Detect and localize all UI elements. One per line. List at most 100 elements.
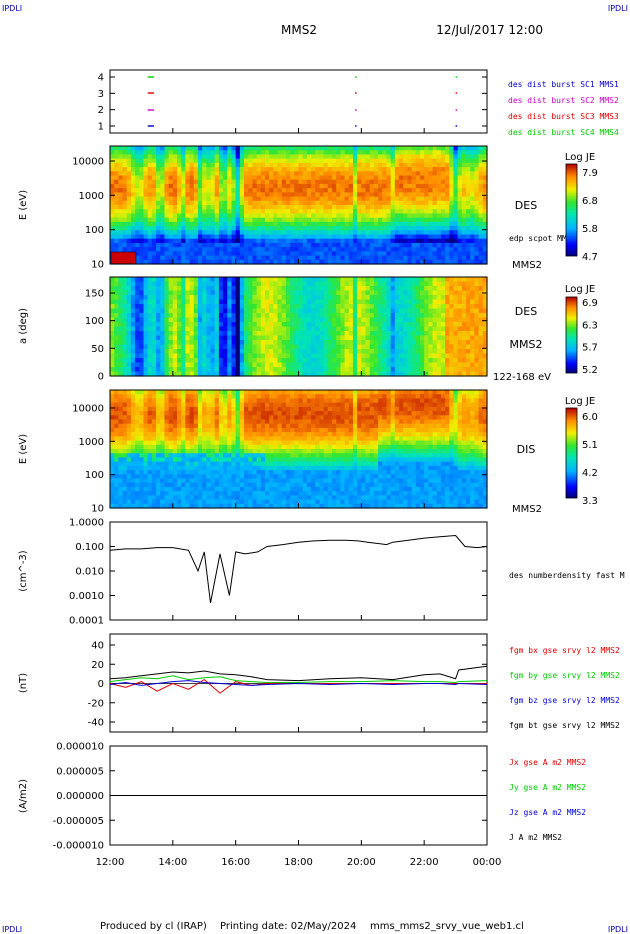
heatmap-cell — [114, 167, 119, 172]
heatmap-cell — [151, 238, 157, 244]
heatmap-cell — [394, 304, 400, 310]
heatmap-cell — [390, 167, 396, 172]
heatmap-cell — [248, 344, 254, 350]
heatmap-cell — [122, 200, 128, 206]
heatmap-cell — [156, 367, 161, 373]
heatmap-cell — [122, 317, 128, 323]
heatmap-cell — [235, 290, 241, 296]
heatmap-cell — [478, 196, 484, 202]
heatmap-cell — [130, 200, 136, 206]
heatmap-cell — [419, 313, 425, 319]
heatmap-cell — [197, 349, 203, 355]
heatmap-cell — [126, 457, 132, 463]
heatmap-cell — [449, 326, 455, 332]
heatmap-cell — [227, 234, 233, 240]
heatmap-cell — [177, 353, 182, 359]
heatmap-cell — [130, 188, 136, 193]
heatmap-cell — [248, 150, 254, 156]
heatmap-cell — [206, 362, 212, 368]
heatmap-cell — [302, 371, 308, 377]
heatmap-cell — [248, 179, 254, 185]
heatmap-cell — [382, 247, 388, 252]
heatmap-cell — [323, 213, 329, 219]
heatmap-cell — [440, 162, 446, 168]
heatmap-cell — [181, 259, 186, 265]
heatmap-cell — [394, 358, 400, 364]
heatmap-cell — [114, 299, 119, 305]
heatmap-cell — [470, 192, 476, 198]
heatmap-cell — [386, 213, 392, 219]
heatmap-cell — [269, 217, 274, 223]
heatmap-cell — [394, 313, 400, 319]
heatmap-cell — [298, 167, 304, 172]
heatmap-cell — [365, 230, 371, 236]
heatmap-cell — [218, 205, 224, 210]
heatmap-cell — [139, 167, 145, 172]
heatmap-cell — [285, 362, 291, 368]
heatmap-cell — [415, 213, 421, 219]
heatmap-cell — [156, 304, 161, 310]
heatmap-cell — [432, 371, 438, 377]
heatmap-cell — [382, 238, 388, 244]
heatmap-cell — [453, 308, 459, 314]
heatmap-cell — [147, 226, 153, 231]
heatmap-cell — [424, 277, 429, 283]
heatmap-cell — [449, 322, 455, 328]
heatmap-cell — [298, 238, 304, 244]
heatmap-cell — [114, 205, 119, 210]
heatmap-cell — [231, 335, 237, 341]
heatmap-cell — [285, 308, 291, 314]
heatmap-cell — [365, 371, 371, 377]
heatmap-cell — [147, 247, 153, 252]
heatmap-cell — [474, 217, 480, 223]
heatmap-cell — [340, 188, 346, 193]
heatmap-cell — [482, 277, 488, 283]
heatmap-cell — [390, 255, 396, 261]
heatmap-cell — [210, 353, 216, 359]
heatmap-cell — [160, 482, 166, 488]
heatmap-cell — [164, 150, 170, 156]
heatmap-cell — [114, 491, 119, 496]
heatmap-cell — [164, 259, 170, 265]
heatmap-cell — [227, 367, 233, 373]
heatmap-cell — [231, 247, 237, 252]
heatmap-cell — [168, 427, 174, 433]
heatmap-cell — [130, 358, 136, 364]
heatmap-cell — [156, 390, 161, 395]
heatmap-cell — [252, 179, 258, 185]
heatmap-cell — [336, 175, 341, 181]
heatmap-cell — [298, 331, 304, 337]
heatmap-cell — [285, 179, 291, 185]
heatmap-cell — [156, 482, 161, 488]
heatmap-cell — [352, 162, 358, 168]
heatmap-cell — [202, 188, 207, 193]
heatmap-cell — [193, 340, 199, 346]
heatmap-cell — [461, 251, 467, 257]
heatmap-cell — [357, 299, 362, 305]
heatmap-cell — [122, 353, 128, 359]
heatmap-cell — [177, 183, 182, 189]
heatmap-cell — [214, 209, 220, 215]
heatmap-cell — [181, 340, 186, 346]
heatmap-cell — [197, 154, 203, 160]
heatmap-cell — [403, 349, 409, 355]
heatmap-cell — [164, 465, 170, 471]
heatmap-cell — [424, 146, 429, 151]
heatmap-cell — [193, 290, 199, 296]
heatmap-cell — [298, 259, 304, 265]
heatmap-cell — [130, 427, 136, 433]
heatmap-cell — [181, 188, 186, 193]
heatmap-cell — [428, 158, 434, 164]
heatmap-cell — [428, 335, 434, 341]
heatmap-cell — [269, 242, 274, 248]
heatmap-cell — [344, 317, 350, 323]
heatmap-cell — [193, 150, 199, 156]
heatmap-cell — [361, 221, 367, 227]
heatmap-cell — [122, 299, 128, 305]
heatmap-cell — [394, 221, 400, 227]
heatmap-cell — [277, 290, 283, 296]
heatmap-cell — [352, 313, 358, 319]
heatmap-cell — [172, 362, 178, 368]
heatmap-cell — [218, 158, 224, 164]
heatmap-cell — [352, 238, 358, 244]
